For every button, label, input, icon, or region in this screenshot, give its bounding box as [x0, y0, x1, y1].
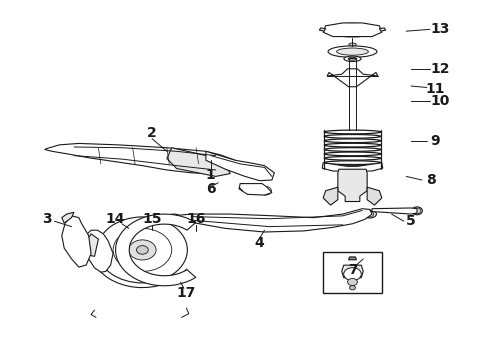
- Polygon shape: [379, 28, 386, 31]
- Text: 13: 13: [431, 22, 450, 36]
- Text: 5: 5: [406, 214, 416, 228]
- Polygon shape: [116, 214, 196, 286]
- Text: 16: 16: [187, 212, 206, 226]
- Ellipse shape: [348, 57, 357, 60]
- Ellipse shape: [344, 56, 361, 62]
- Text: 8: 8: [426, 173, 436, 187]
- Circle shape: [347, 278, 357, 285]
- Bar: [323, 252, 382, 293]
- Polygon shape: [62, 216, 91, 267]
- Circle shape: [137, 246, 148, 254]
- Circle shape: [349, 285, 355, 290]
- Polygon shape: [319, 28, 326, 31]
- Polygon shape: [167, 148, 230, 176]
- Circle shape: [260, 186, 271, 195]
- Text: 3: 3: [42, 212, 52, 226]
- Circle shape: [343, 268, 361, 280]
- Text: 15: 15: [143, 212, 162, 226]
- Text: 12: 12: [431, 62, 450, 76]
- Text: 17: 17: [177, 286, 196, 300]
- Text: 14: 14: [106, 212, 125, 226]
- Circle shape: [413, 208, 421, 214]
- Polygon shape: [323, 23, 382, 37]
- Text: 10: 10: [431, 94, 450, 108]
- Ellipse shape: [363, 210, 376, 218]
- Circle shape: [98, 217, 187, 283]
- Circle shape: [129, 240, 156, 260]
- Polygon shape: [367, 187, 382, 205]
- Ellipse shape: [412, 207, 422, 215]
- Polygon shape: [342, 265, 363, 278]
- Polygon shape: [327, 69, 378, 87]
- Ellipse shape: [168, 214, 180, 221]
- Ellipse shape: [337, 48, 368, 55]
- Circle shape: [113, 228, 172, 271]
- Polygon shape: [45, 143, 240, 174]
- Text: 2: 2: [147, 126, 157, 140]
- Ellipse shape: [328, 46, 377, 57]
- Ellipse shape: [347, 28, 358, 32]
- Ellipse shape: [338, 27, 367, 34]
- Text: 7: 7: [348, 263, 357, 276]
- Polygon shape: [206, 151, 274, 181]
- Ellipse shape: [326, 23, 379, 37]
- Polygon shape: [338, 169, 367, 202]
- Polygon shape: [348, 257, 356, 260]
- Circle shape: [324, 194, 334, 201]
- Circle shape: [371, 194, 381, 201]
- Text: 1: 1: [206, 168, 216, 182]
- Text: 9: 9: [431, 134, 441, 148]
- Text: 4: 4: [255, 236, 265, 250]
- Polygon shape: [172, 209, 372, 232]
- Polygon shape: [322, 163, 383, 171]
- Text: 11: 11: [426, 82, 445, 95]
- Text: 6: 6: [206, 182, 216, 196]
- Polygon shape: [62, 212, 74, 223]
- Circle shape: [366, 211, 373, 217]
- Polygon shape: [372, 208, 417, 214]
- Polygon shape: [239, 184, 272, 195]
- Polygon shape: [84, 230, 113, 272]
- Ellipse shape: [171, 216, 177, 219]
- Polygon shape: [323, 187, 338, 205]
- Ellipse shape: [349, 43, 356, 46]
- Polygon shape: [88, 234, 98, 256]
